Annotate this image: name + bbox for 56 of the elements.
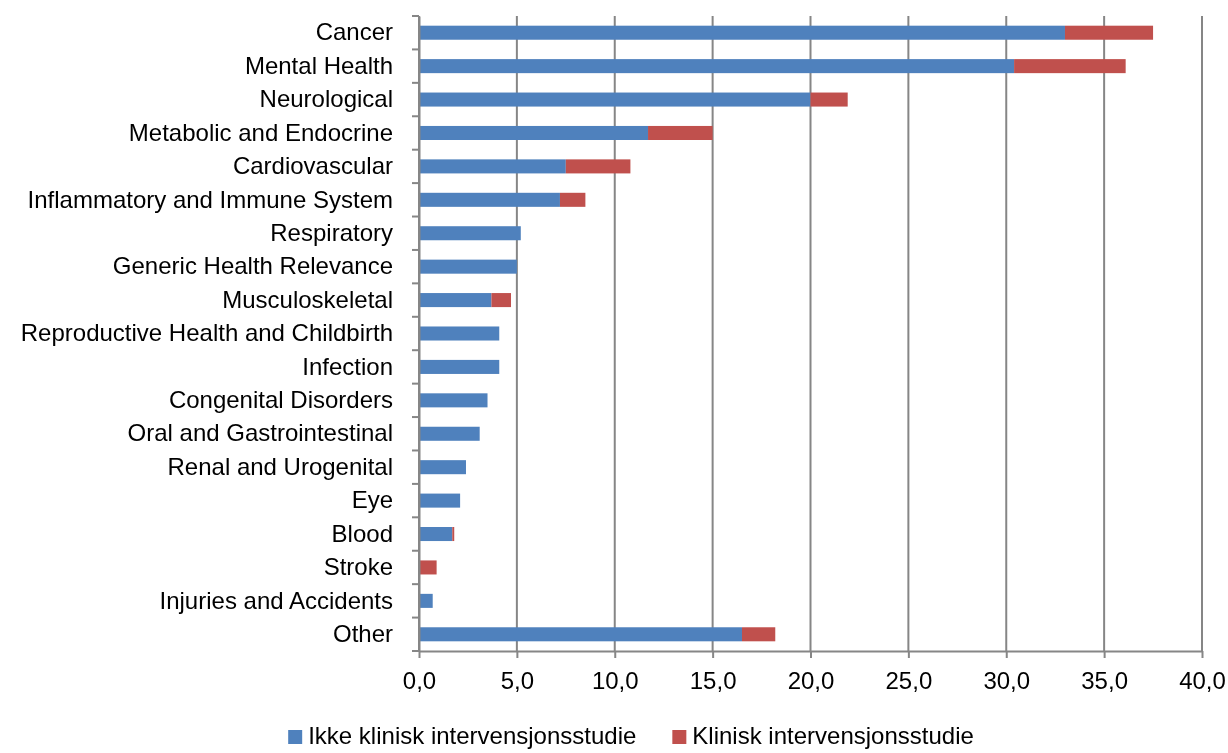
bar bbox=[419, 326, 500, 341]
x-tick-label: 15,0 bbox=[689, 667, 737, 695]
bar bbox=[419, 192, 560, 207]
bar bbox=[419, 426, 480, 441]
y-tick-label: Blood bbox=[331, 519, 393, 547]
y-tick-label: Oral and Gastrointestinal bbox=[127, 419, 393, 447]
bar bbox=[491, 293, 511, 308]
x-tick-label: 5,0 bbox=[500, 667, 535, 695]
bar bbox=[419, 460, 466, 475]
y-tick-label: Mental Health bbox=[244, 51, 393, 79]
y-tick-label: Cancer bbox=[315, 18, 393, 46]
bar bbox=[419, 527, 453, 542]
bar bbox=[419, 125, 649, 140]
y-tick-label: Cardiovascular bbox=[232, 152, 393, 180]
x-tick-label: 40,0 bbox=[1179, 667, 1226, 695]
bar bbox=[419, 92, 811, 107]
y-tick-label: Renal and Urogenital bbox=[167, 452, 393, 480]
bar bbox=[1064, 25, 1154, 40]
y-tick-label: Stroke bbox=[323, 553, 393, 581]
bar bbox=[419, 259, 517, 274]
bar bbox=[741, 627, 776, 642]
bar bbox=[419, 226, 521, 241]
legend-label: Klinisk intervensjonsstudie bbox=[692, 722, 974, 749]
x-tick-label: 0,0 bbox=[402, 667, 437, 695]
bar bbox=[419, 560, 437, 575]
bar bbox=[419, 59, 1015, 74]
y-tick-label: Infection bbox=[302, 352, 393, 380]
bar bbox=[559, 192, 586, 207]
bar bbox=[419, 293, 492, 308]
x-tick-label: 30,0 bbox=[983, 667, 1031, 695]
bar bbox=[1014, 59, 1126, 74]
legend-label: Ikke klinisk intervensjonsstudie bbox=[308, 722, 637, 749]
y-tick-label: Eye bbox=[351, 486, 393, 514]
bar bbox=[419, 393, 488, 408]
bar bbox=[565, 159, 631, 174]
y-tick-label: Musculoskeletal bbox=[222, 285, 393, 313]
bar bbox=[648, 125, 713, 140]
x-tick-label: 35,0 bbox=[1081, 667, 1128, 695]
bar bbox=[810, 92, 848, 107]
y-tick-label: Injuries and Accidents bbox=[159, 586, 393, 614]
x-tick-label: 10,0 bbox=[591, 667, 639, 695]
y-tick-label: Neurological bbox=[259, 85, 393, 113]
bar bbox=[419, 25, 1065, 40]
y-tick-label: Inflammatory and Immune System bbox=[27, 185, 393, 213]
y-tick-label: Respiratory bbox=[270, 218, 393, 246]
x-tick-label: 25,0 bbox=[885, 667, 933, 695]
bar bbox=[419, 159, 566, 174]
bar bbox=[419, 627, 742, 642]
bar bbox=[419, 493, 461, 508]
y-tick-label: Congenital Disorders bbox=[168, 386, 393, 414]
y-tick-label: Reproductive Health and Childbirth bbox=[20, 319, 393, 347]
y-tick-label: Generic Health Relevance bbox=[112, 252, 393, 280]
bar bbox=[419, 359, 500, 374]
y-tick-label: Other bbox=[332, 619, 393, 647]
y-tick-label: Metabolic and Endocrine bbox=[128, 118, 393, 146]
x-tick-label: 20,0 bbox=[787, 667, 835, 695]
